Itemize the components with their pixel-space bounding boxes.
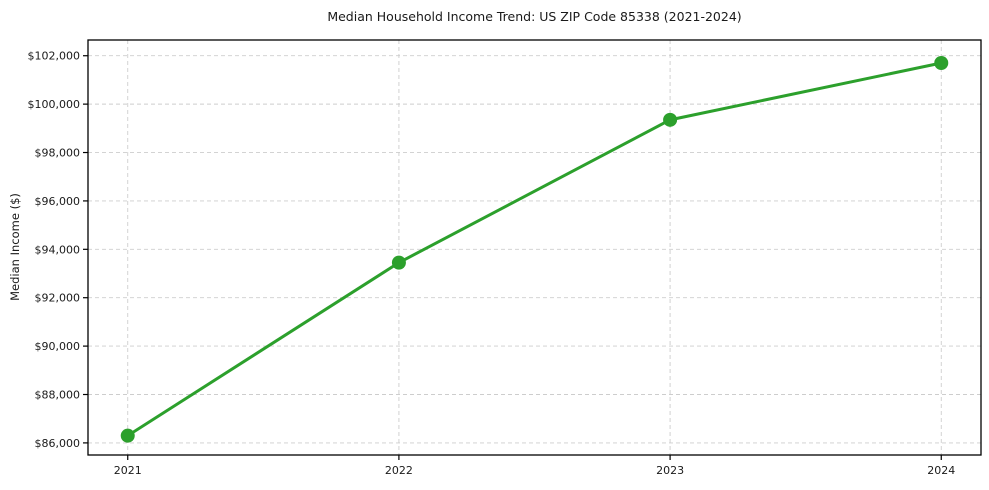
plot-border [87, 39, 982, 456]
data-point [391, 255, 406, 270]
chart-title: Median Household Income Trend: US ZIP Co… [327, 9, 742, 24]
y-tick-label: $102,000 [28, 50, 81, 63]
y-tick-label: $100,000 [28, 98, 81, 111]
y-tick-label: $88,000 [35, 389, 81, 402]
y-tick-label: $86,000 [35, 437, 81, 450]
x-tick-label: 2024 [927, 464, 955, 477]
y-tick-label: $92,000 [35, 292, 81, 305]
y-tick-label: $94,000 [35, 243, 81, 256]
data-point [934, 55, 949, 70]
x-tick-label: 2023 [656, 464, 684, 477]
y-tick-label: $90,000 [35, 340, 81, 353]
x-tick-label: 2022 [385, 464, 413, 477]
trend-line [126, 61, 943, 438]
y-tick-label: $98,000 [35, 147, 81, 160]
x-tick-label: 2021 [114, 464, 142, 477]
y-tick-label: $96,000 [35, 195, 81, 208]
data-point [663, 112, 678, 127]
data-point [120, 428, 135, 443]
